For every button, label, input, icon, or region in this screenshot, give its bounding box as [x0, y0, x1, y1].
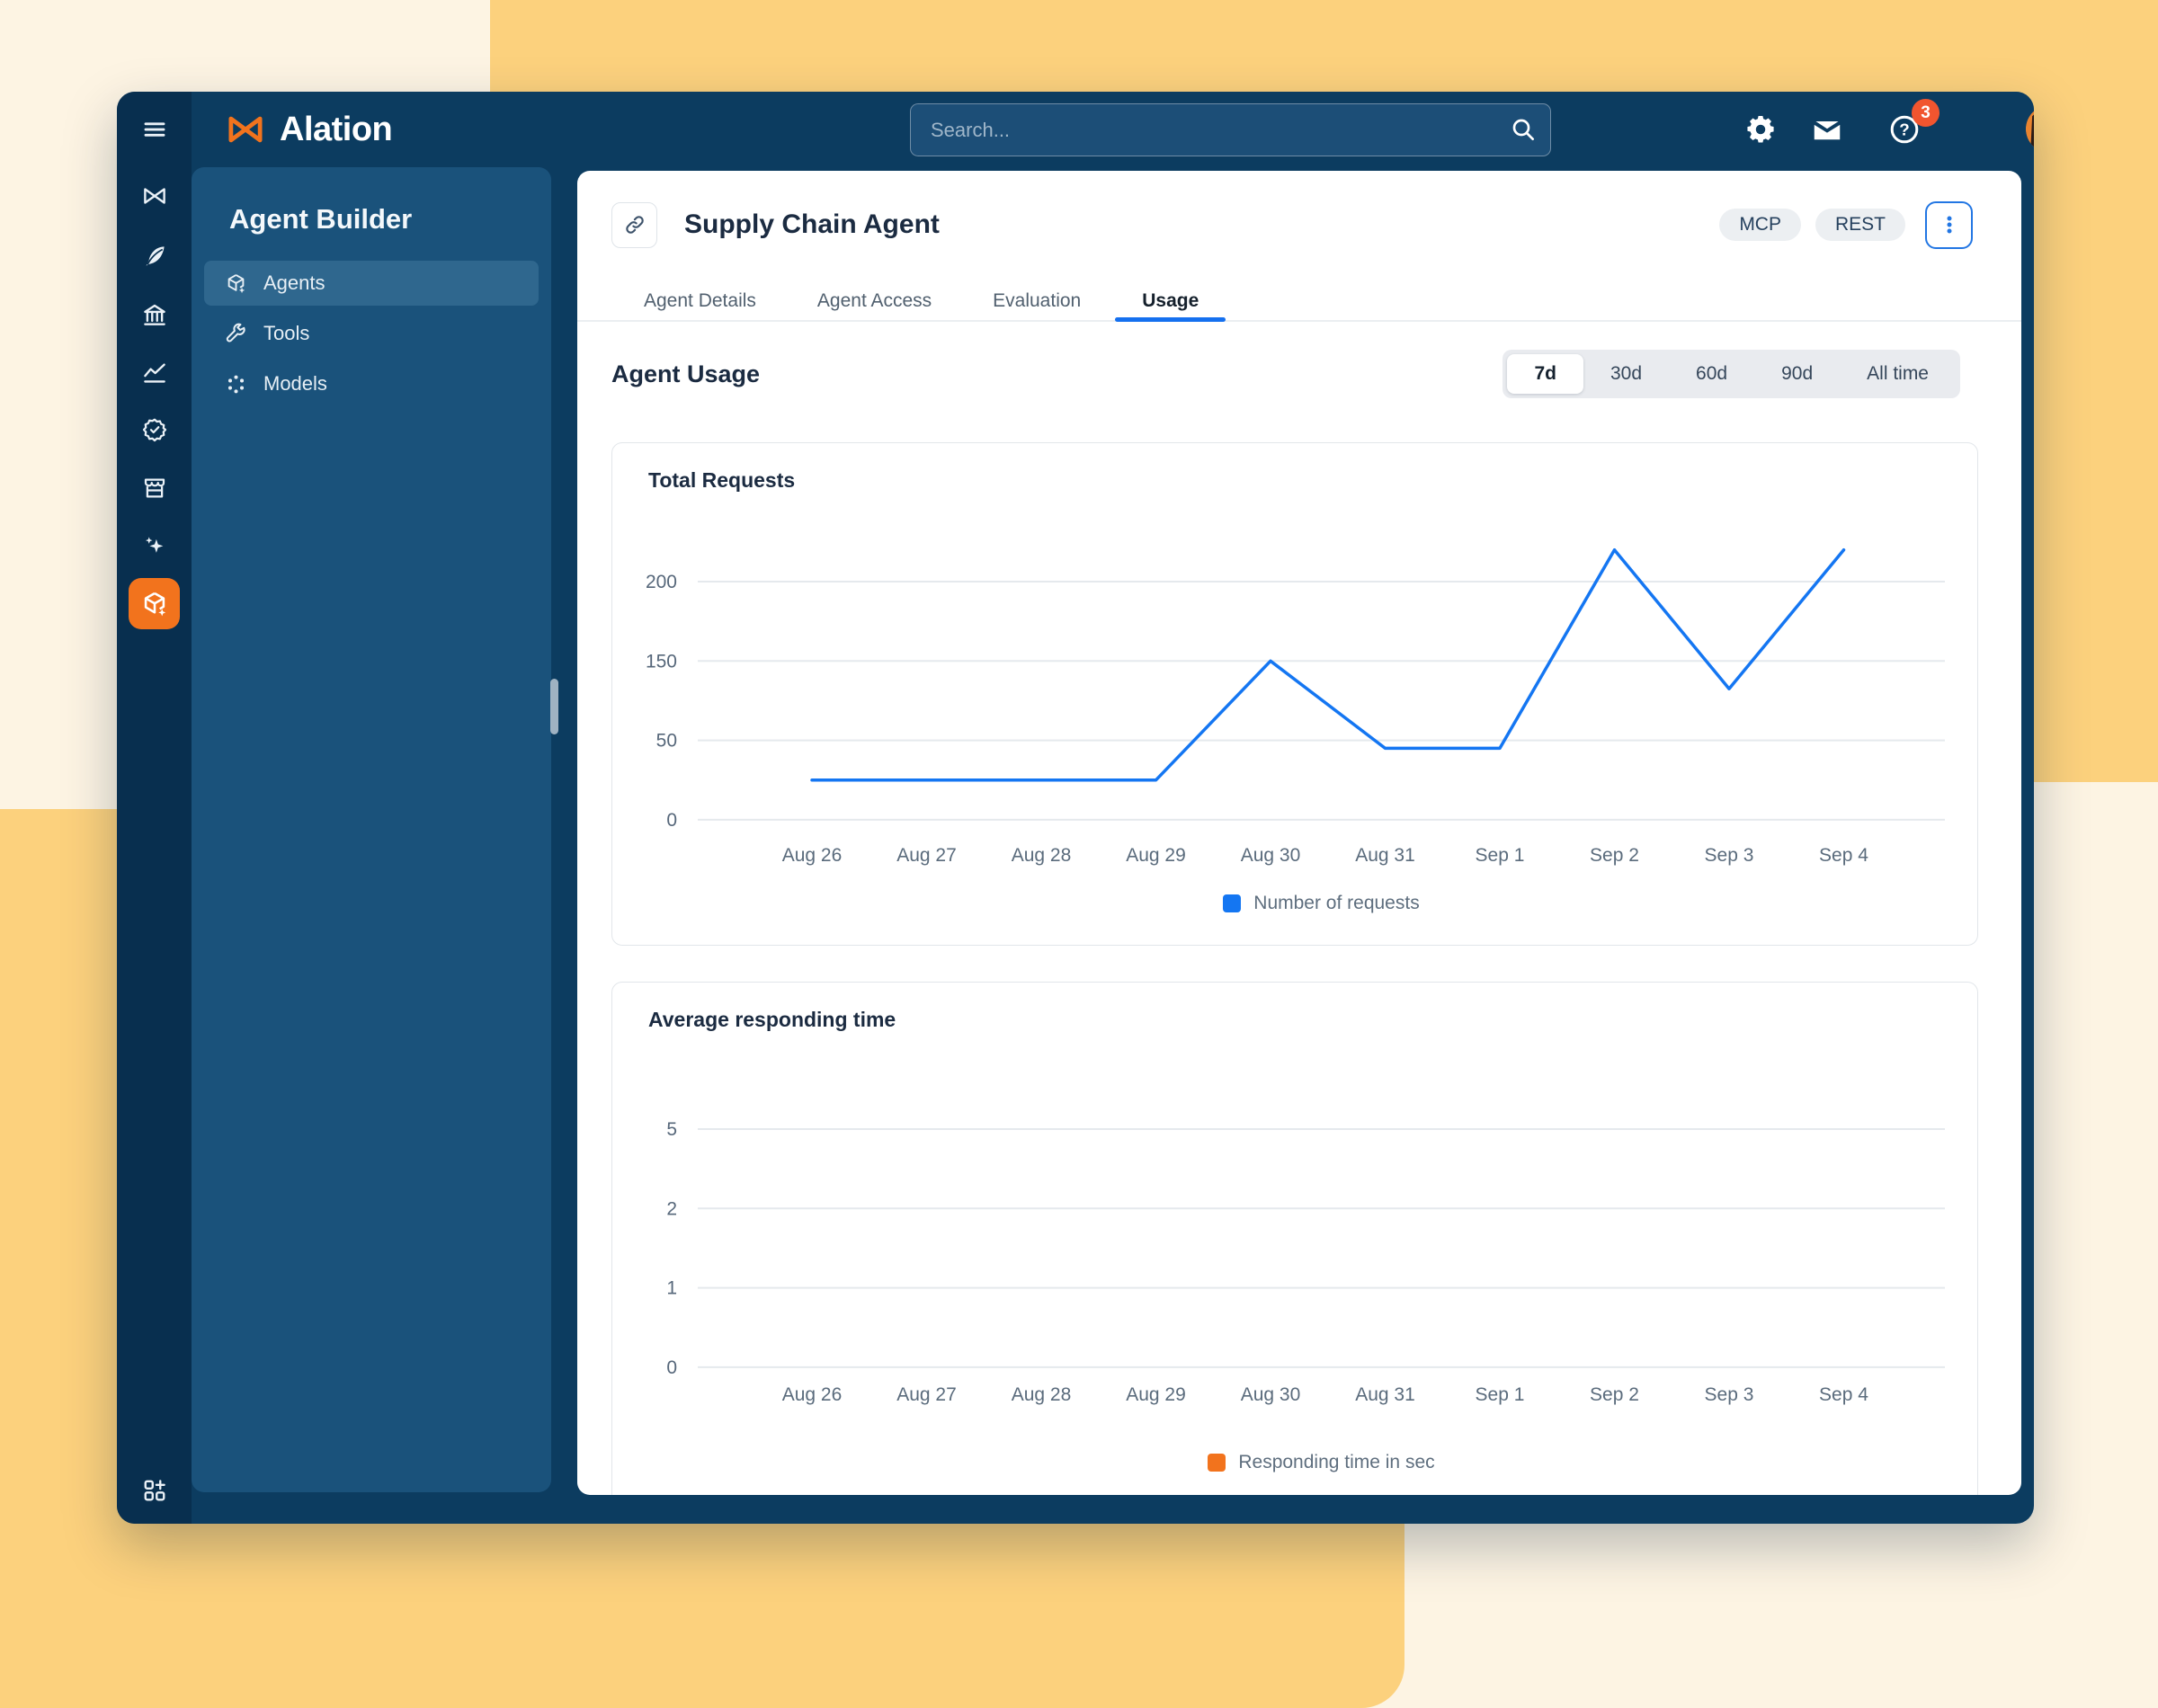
content-card: Supply Chain Agent MCP REST Agent Detail… — [577, 171, 2021, 1495]
scrollbar-handle[interactable] — [550, 679, 558, 734]
alation-mark-icon[interactable] — [117, 171, 192, 221]
svg-text:Sep 1: Sep 1 — [1476, 1384, 1525, 1405]
svg-text:50: 50 — [656, 731, 677, 752]
agent-header: Supply Chain Agent MCP REST — [611, 198, 1973, 252]
avatar[interactable] — [2026, 105, 2034, 153]
search-bar — [910, 103, 1551, 156]
total-requests-chart: Total Requests 200 150 50 0 Aug 26 Aug 27 Aug … — [611, 442, 1978, 946]
alation-logo: Alation — [220, 92, 393, 167]
help-icon[interactable]: ? — [1883, 108, 1926, 151]
svg-text:2: 2 — [666, 1198, 677, 1219]
chart-legend: Responding time in sec — [698, 1452, 1945, 1473]
svg-text:Aug 26: Aug 26 — [782, 845, 843, 866]
sidebar-item-models[interactable]: Models — [204, 361, 539, 406]
apps-grid-plus-icon[interactable] — [117, 1465, 192, 1516]
tab-agent-access[interactable]: Agent Access — [816, 277, 933, 320]
svg-text:200: 200 — [646, 572, 677, 592]
search-icon[interactable] — [1509, 115, 1538, 144]
svg-text:Aug 30: Aug 30 — [1241, 845, 1301, 866]
sidebar-item-label: Agents — [263, 271, 325, 294]
legend-label: Number of requests — [1253, 893, 1420, 913]
section-title: Agent Usage — [611, 360, 761, 387]
settings-gear-icon[interactable] — [1739, 108, 1782, 151]
svg-text:Aug 27: Aug 27 — [896, 1384, 957, 1405]
usage-toolbar: Agent Usage 7d 30d 60d 90d All time — [611, 347, 1960, 401]
menu-icon[interactable] — [117, 104, 192, 155]
chart-title: Total Requests — [648, 468, 796, 492]
svg-text:0: 0 — [666, 1357, 677, 1378]
search-input[interactable] — [911, 104, 1550, 156]
svg-text:Aug 28: Aug 28 — [1012, 1384, 1072, 1405]
page-title: Supply Chain Agent — [684, 209, 940, 239]
svg-text:Sep 1: Sep 1 — [1476, 845, 1525, 866]
certified-badge-icon[interactable] — [117, 405, 192, 455]
avg-responding-time-chart: Average responding time 5 2 1 0 Aug 26 Aug 27… — [611, 982, 1978, 1495]
sidebar-item-tools[interactable]: Tools — [204, 311, 539, 356]
time-range-90d[interactable]: 90d — [1754, 354, 1840, 394]
kebab-dots-icon — [1947, 216, 1951, 234]
sidebar-title: Agent Builder — [229, 203, 413, 235]
badge-rest: REST — [1815, 209, 1905, 241]
svg-text:Sep 3: Sep 3 — [1705, 1384, 1754, 1405]
svg-text:Sep 2: Sep 2 — [1590, 845, 1639, 866]
storefront-icon[interactable] — [117, 463, 192, 513]
svg-text:Aug 27: Aug 27 — [896, 845, 957, 866]
mail-icon[interactable] — [1806, 108, 1849, 151]
tab-usage[interactable]: Usage — [1115, 277, 1226, 322]
svg-text:0: 0 — [666, 810, 677, 831]
badge-mcp: MCP — [1719, 209, 1801, 241]
tab-agent-details[interactable]: Agent Details — [642, 277, 758, 320]
cube-plus-icon — [227, 273, 245, 293]
alation-bowtie-icon — [228, 116, 263, 143]
line-chart-canvas: 200 150 50 0 Aug 26 Aug 27 Aug 28 Aug 29 Aug 30 A… — [646, 547, 1945, 866]
quill-icon[interactable] — [117, 231, 192, 281]
time-range-all[interactable]: All time — [1840, 354, 1956, 394]
agent-builder-cube-icon[interactable] — [129, 578, 180, 629]
kebab-menu-button[interactable] — [1925, 200, 1973, 249]
link-icon — [611, 201, 657, 248]
svg-text:?: ? — [1899, 120, 1909, 139]
tab-evaluation[interactable]: Evaluation — [991, 277, 1083, 320]
svg-text:Sep 4: Sep 4 — [1819, 1384, 1868, 1405]
svg-text:Aug 29: Aug 29 — [1126, 1384, 1186, 1405]
legend-label: Responding time in sec — [1238, 1452, 1435, 1472]
wrench-icon — [226, 323, 245, 342]
svg-text:5: 5 — [666, 1119, 677, 1140]
topbar: Alation 3 ? — [192, 92, 2034, 167]
svg-text:Aug 31: Aug 31 — [1355, 1384, 1415, 1405]
svg-text:Sep 4: Sep 4 — [1819, 845, 1868, 866]
svg-text:Aug 29: Aug 29 — [1126, 845, 1186, 866]
app-window: Alation 3 ? Agent Builder Agents — [117, 92, 2034, 1524]
svg-text:1: 1 — [666, 1278, 677, 1299]
mail-badge: 3 — [1912, 99, 1940, 127]
sidebar-item-label: Tools — [263, 322, 310, 344]
time-range-30d[interactable]: 30d — [1583, 354, 1669, 394]
svg-text:Aug 28: Aug 28 — [1012, 845, 1072, 866]
svg-text:Sep 3: Sep 3 — [1705, 845, 1754, 866]
svg-text:150: 150 — [646, 651, 677, 672]
svg-text:Aug 26: Aug 26 — [782, 1384, 843, 1405]
bank-icon[interactable] — [117, 289, 192, 340]
legend-swatch — [1223, 894, 1242, 912]
chart-legend: Number of requests — [698, 893, 1945, 914]
time-range-selector: 7d 30d 60d 90d All time — [1503, 350, 1960, 398]
sidebar: Agent Builder Agents Tools Models — [192, 167, 551, 1492]
tab-bar: Agent Details Agent Access Evaluation Us… — [577, 277, 2021, 322]
logo-wordmark: Alation — [280, 110, 393, 148]
svg-text:Sep 2: Sep 2 — [1590, 1384, 1639, 1405]
line-chart-canvas: 5 2 1 0 Aug 26 Aug 27 Aug 28 Aug 29 Aug 30 Aug 31… — [666, 1119, 1945, 1405]
sidebar-item-label: Models — [263, 372, 327, 395]
legend-swatch — [1208, 1454, 1226, 1472]
nav-rail — [117, 92, 192, 1524]
sidebar-item-agents[interactable]: Agents — [204, 261, 539, 306]
sparkles-icon[interactable] — [117, 521, 192, 572]
svg-text:Aug 31: Aug 31 — [1355, 845, 1415, 866]
time-range-60d[interactable]: 60d — [1669, 354, 1754, 394]
model-nodes-icon — [227, 375, 245, 393]
chart-title: Average responding time — [648, 1008, 896, 1031]
svg-text:Aug 30: Aug 30 — [1241, 1384, 1301, 1405]
area-chart-icon[interactable] — [117, 348, 192, 398]
time-range-7d[interactable]: 7d — [1507, 354, 1583, 394]
